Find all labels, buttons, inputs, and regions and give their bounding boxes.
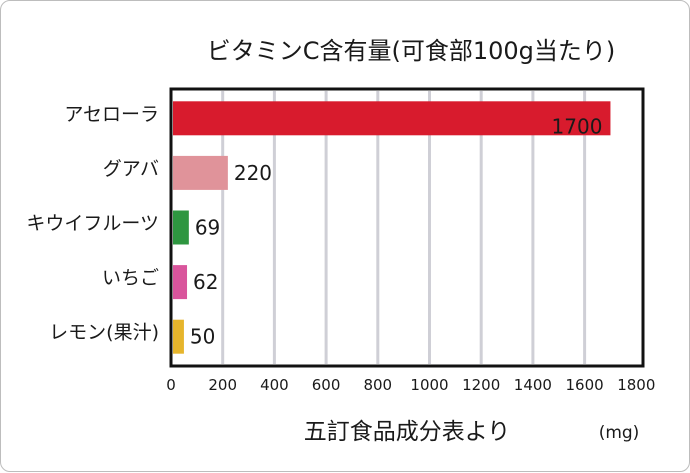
category-label: グアバ [103, 158, 159, 180]
chart-title: ビタミンC含有量(可食部100g当たり) [207, 37, 616, 65]
category-label: キウイフルーツ [26, 213, 159, 235]
x-tick-label: 400 [260, 376, 289, 394]
plot-frame [169, 87, 645, 368]
unit-label: (mg) [599, 423, 640, 443]
category-label: アセローラ [64, 103, 159, 125]
x-tick-label: 0 [166, 376, 176, 394]
x-tick-label: 1200 [462, 376, 500, 394]
x-tick-label: 600 [312, 376, 341, 394]
data-label: 62 [193, 270, 218, 294]
data-label: 69 [195, 216, 220, 240]
x-tick-label: 1000 [410, 376, 448, 394]
bar [173, 155, 228, 190]
data-label: 220 [234, 161, 272, 185]
category-label: いちご [102, 267, 159, 289]
bar [173, 101, 611, 136]
data-label: 1700 [552, 114, 603, 138]
bar [173, 265, 188, 300]
x-tick-label: 1600 [566, 376, 604, 394]
x-tick-label: 1400 [514, 376, 552, 394]
category-label: レモン(果汁) [49, 322, 159, 344]
x-tick-label: 800 [363, 376, 392, 394]
x-tick-label: 1800 [617, 376, 655, 394]
x-tick-label: 200 [208, 376, 237, 394]
source-note: 五訂食品成分表より [304, 419, 511, 445]
bar [173, 319, 184, 354]
bar [173, 210, 189, 245]
data-label: 50 [190, 325, 215, 349]
